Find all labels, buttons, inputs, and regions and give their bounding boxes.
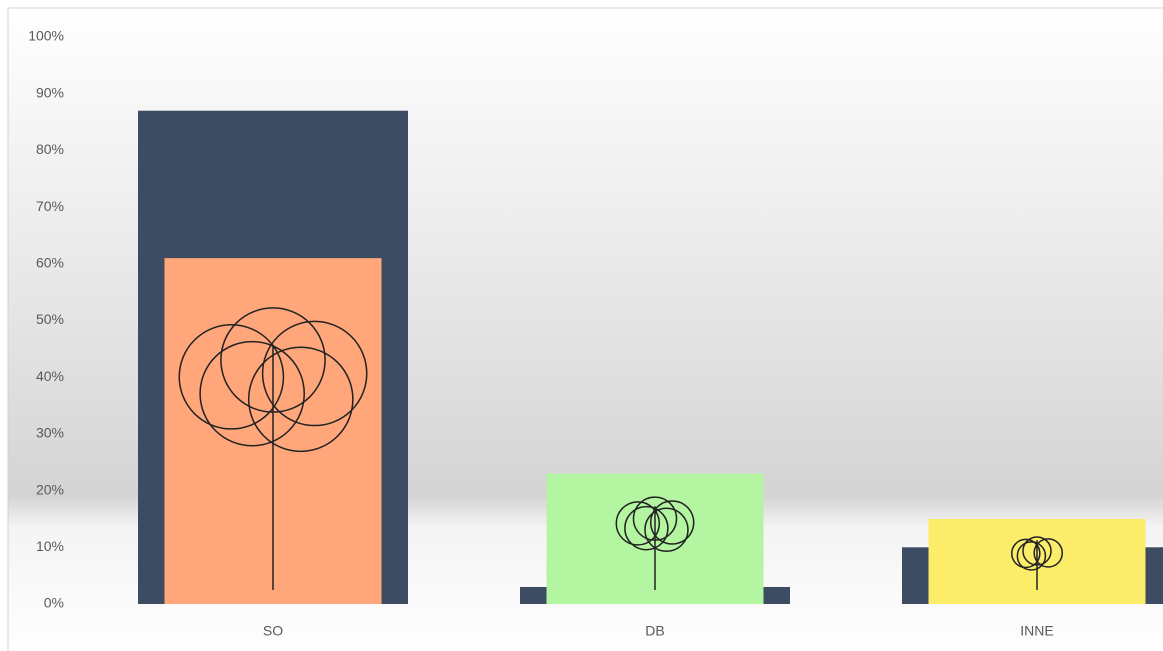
x-tick-label: SO — [263, 623, 283, 639]
tree-foliage — [644, 507, 689, 553]
tree-foliage — [615, 501, 661, 546]
tree-illustration — [1010, 536, 1064, 590]
tree-illustration — [178, 307, 368, 590]
y-tick-label: 0% — [44, 595, 64, 611]
tree-foliage — [1010, 538, 1041, 569]
tree-foliage — [261, 320, 368, 427]
tree-foliage — [624, 505, 669, 551]
tree-foliage — [1033, 538, 1064, 568]
tree-foliage — [1022, 536, 1052, 566]
tree-foliage — [247, 346, 354, 453]
y-tick-label: 100% — [28, 28, 64, 44]
y-tick-label: 30% — [36, 425, 64, 441]
y-tick-label: 40% — [36, 368, 64, 384]
tree-foliage — [199, 340, 305, 447]
y-tick-label: 50% — [36, 311, 64, 327]
y-tick-label: 80% — [36, 141, 64, 157]
y-tick-label: 60% — [36, 255, 64, 271]
y-tick-label: 10% — [36, 538, 64, 554]
x-tick-label: INNE — [1020, 623, 1053, 639]
y-tick-label: 70% — [36, 198, 64, 214]
tree-foliage — [220, 307, 326, 413]
tree-foliage — [1016, 541, 1047, 571]
tree-illustration — [615, 496, 695, 590]
x-tick-label: DB — [645, 623, 664, 639]
y-tick-label: 90% — [36, 84, 64, 100]
y-tick-label: 20% — [36, 481, 64, 497]
tree-foliage — [649, 500, 695, 545]
plot-area: 0% 10% 20% 30% 40% 50% 60% 70% 80% 90% 100% SO DB INN… — [28, 28, 1163, 639]
tree-foliage — [632, 496, 678, 541]
tree-foliage — [178, 324, 285, 430]
